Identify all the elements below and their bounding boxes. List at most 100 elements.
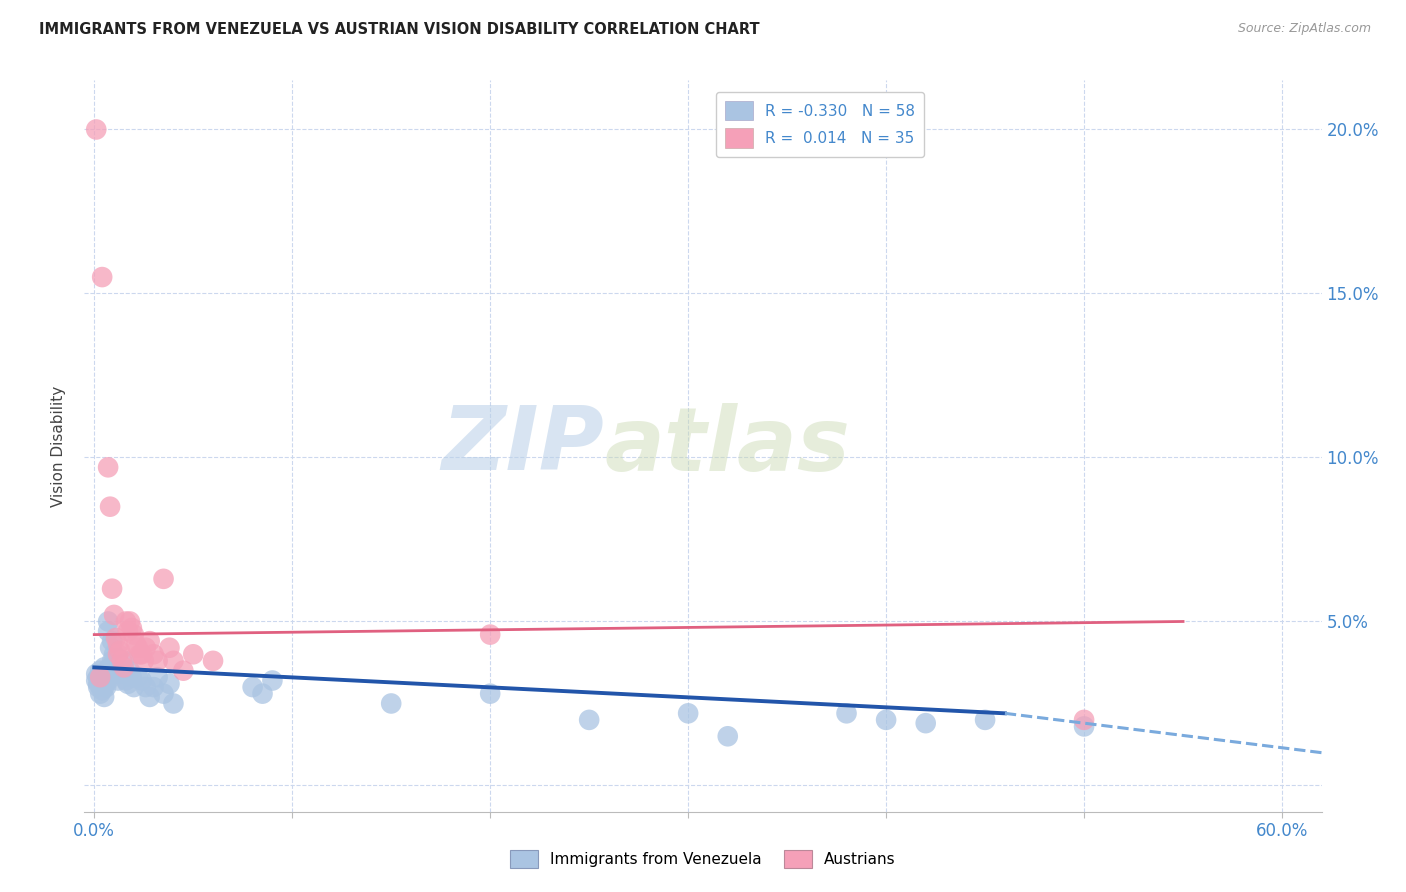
Point bbox=[135, 680, 157, 694]
Point bbox=[138, 690, 160, 704]
Point bbox=[103, 607, 125, 622]
Point bbox=[105, 667, 128, 681]
Point bbox=[172, 664, 194, 678]
Point bbox=[94, 680, 117, 694]
Point bbox=[202, 654, 225, 668]
Point bbox=[108, 664, 131, 678]
Point bbox=[252, 687, 274, 701]
Point bbox=[380, 697, 402, 711]
Point bbox=[159, 640, 181, 655]
Point bbox=[94, 673, 117, 688]
Point bbox=[105, 631, 128, 645]
Legend: R = -0.330   N = 58, R =  0.014   N = 35: R = -0.330 N = 58, R = 0.014 N = 35 bbox=[716, 92, 924, 157]
Point bbox=[914, 716, 936, 731]
Point bbox=[125, 637, 148, 651]
Point bbox=[142, 647, 165, 661]
Point bbox=[84, 673, 107, 688]
Point bbox=[122, 627, 145, 641]
Point bbox=[89, 687, 111, 701]
Point bbox=[127, 640, 149, 655]
Point bbox=[262, 673, 284, 688]
Point bbox=[108, 644, 131, 658]
Point bbox=[84, 122, 107, 136]
Point bbox=[131, 647, 153, 661]
Point bbox=[84, 667, 107, 681]
Point bbox=[132, 654, 155, 668]
Point bbox=[875, 713, 897, 727]
Point bbox=[97, 615, 120, 629]
Point bbox=[676, 706, 699, 721]
Point bbox=[479, 687, 502, 701]
Point bbox=[112, 654, 135, 668]
Point bbox=[146, 654, 169, 668]
Text: ZIP: ZIP bbox=[441, 402, 605, 490]
Point bbox=[115, 615, 138, 629]
Y-axis label: Vision Disability: Vision Disability bbox=[51, 385, 66, 507]
Point bbox=[117, 677, 139, 691]
Point bbox=[89, 670, 111, 684]
Point bbox=[115, 673, 138, 688]
Point bbox=[93, 680, 115, 694]
Point bbox=[121, 621, 143, 635]
Point bbox=[128, 647, 150, 661]
Point bbox=[146, 670, 169, 684]
Point bbox=[138, 634, 160, 648]
Point bbox=[94, 664, 117, 678]
Point bbox=[122, 680, 145, 694]
Point bbox=[121, 670, 143, 684]
Point bbox=[111, 667, 134, 681]
Point bbox=[98, 640, 121, 655]
Point bbox=[91, 667, 114, 681]
Point bbox=[93, 660, 115, 674]
Point bbox=[87, 677, 110, 691]
Point bbox=[91, 270, 114, 285]
Point bbox=[98, 660, 121, 674]
Point bbox=[93, 690, 115, 704]
Point bbox=[101, 654, 124, 668]
Point bbox=[103, 647, 125, 661]
Point bbox=[118, 615, 141, 629]
Point bbox=[135, 640, 157, 655]
Point bbox=[91, 677, 114, 691]
Point bbox=[97, 460, 120, 475]
Point bbox=[181, 647, 204, 661]
Point bbox=[159, 677, 181, 691]
Point bbox=[835, 706, 858, 721]
Point bbox=[112, 660, 135, 674]
Point bbox=[479, 627, 502, 641]
Point bbox=[97, 673, 120, 688]
Point bbox=[142, 680, 165, 694]
Point bbox=[97, 624, 120, 639]
Point bbox=[1073, 719, 1095, 733]
Legend: Immigrants from Venezuela, Austrians: Immigrants from Venezuela, Austrians bbox=[505, 844, 901, 873]
Point bbox=[93, 670, 115, 684]
Point bbox=[717, 729, 740, 743]
Point bbox=[152, 572, 174, 586]
Point bbox=[1073, 713, 1095, 727]
Point bbox=[87, 680, 110, 694]
Point bbox=[162, 654, 184, 668]
Point bbox=[107, 673, 129, 688]
Point bbox=[101, 634, 124, 648]
Point bbox=[111, 654, 134, 668]
Text: IMMIGRANTS FROM VENEZUELA VS AUSTRIAN VISION DISABILITY CORRELATION CHART: IMMIGRANTS FROM VENEZUELA VS AUSTRIAN VI… bbox=[39, 22, 761, 37]
Point bbox=[107, 647, 129, 661]
Point bbox=[162, 697, 184, 711]
Point bbox=[118, 664, 141, 678]
Point bbox=[242, 680, 264, 694]
Point bbox=[87, 670, 110, 684]
Point bbox=[89, 664, 111, 678]
Point bbox=[91, 683, 114, 698]
Point bbox=[127, 670, 149, 684]
Point bbox=[974, 713, 997, 727]
Point bbox=[131, 673, 153, 688]
Point bbox=[107, 637, 129, 651]
Point bbox=[578, 713, 600, 727]
Text: atlas: atlas bbox=[605, 402, 849, 490]
Point bbox=[117, 624, 139, 639]
Point bbox=[101, 582, 124, 596]
Point bbox=[152, 687, 174, 701]
Point bbox=[89, 673, 111, 688]
Point bbox=[98, 500, 121, 514]
Text: Source: ZipAtlas.com: Source: ZipAtlas.com bbox=[1237, 22, 1371, 36]
